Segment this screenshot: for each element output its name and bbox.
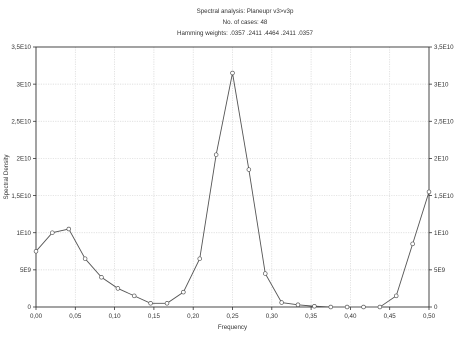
data-point (148, 301, 153, 306)
y-tick-label-right: 5E9 (434, 267, 446, 274)
y-tick-label-right: 1E10 (434, 230, 449, 237)
data-point (99, 275, 104, 280)
y-tick-label-left: 1,5E10 (11, 193, 31, 200)
x-tick-label: 0,05 (69, 313, 82, 320)
ticks (33, 46, 432, 310)
x-axis-label: Frequency (218, 324, 248, 331)
x-tick-label: 0,10 (109, 313, 122, 320)
data-point (279, 300, 284, 305)
data-point (50, 230, 55, 235)
y-tick-label-right: 0 (434, 304, 438, 311)
y-axis-label: Spectral Density (3, 154, 10, 200)
y-tick-label-right: 2,5E10 (434, 118, 454, 125)
y-tick-label-left: 0 (28, 304, 32, 311)
data-point (328, 304, 334, 310)
x-tick-label: 0,40 (344, 313, 357, 320)
data-point (410, 241, 415, 247)
chart-title-line-3: Hamming weights: .0357 .2411 .4464 .2411… (177, 30, 314, 37)
y-tick-label-left: 3,5E10 (11, 44, 31, 51)
x-tick-label: 0,15 (148, 313, 161, 320)
x-tick-label: 0,25 (226, 313, 239, 320)
x-tick-label: 0,00 (30, 313, 43, 320)
grid (36, 47, 429, 307)
data-point (393, 293, 399, 299)
data-point (361, 304, 366, 310)
data-point (66, 226, 72, 232)
y-tick-label-left: 5E9 (20, 267, 32, 274)
data-point (197, 256, 202, 261)
data-point (312, 304, 317, 309)
data-point (82, 256, 88, 261)
y-tick-label-right: 1,5E10 (434, 193, 454, 200)
x-tick-label: 0,20 (187, 313, 200, 320)
data-point (246, 167, 252, 172)
chart-title-line-2: No. of cases: 48 (223, 19, 268, 26)
y-tick-label-left: 2,5E10 (11, 118, 31, 125)
series (33, 70, 432, 310)
chart-title-line-1: Spectral analysis: Planeupr v3>v3p (197, 8, 294, 15)
x-tick-label: 0,35 (305, 313, 318, 320)
data-point (426, 189, 432, 195)
y-tick-label-left: 3E10 (17, 81, 32, 88)
data-point (115, 286, 121, 291)
x-tick-label: 0,30 (266, 313, 279, 320)
data-point (181, 289, 186, 295)
data-point (295, 302, 301, 308)
data-point (230, 70, 235, 76)
data-point (213, 152, 219, 157)
tick-labels: 0,00 0,05 0,10 0,15 0,20 0,25 0,30 0,35 0,40 0,45… (11, 44, 454, 320)
y-tick-label-right: 2E10 (434, 156, 449, 163)
data-point (132, 293, 137, 299)
data-point (263, 271, 268, 276)
x-tick-label: 0,45 (384, 313, 397, 320)
x-tick-label: 0,50 (423, 313, 436, 320)
data-point (33, 249, 39, 254)
y-tick-label-left: 2E10 (17, 156, 32, 163)
y-tick-label-right: 3E10 (434, 81, 449, 88)
y-tick-label-left: 1E10 (17, 230, 32, 237)
y-tick-label-right: 3,5E10 (434, 44, 454, 51)
data-point (377, 304, 383, 310)
data-point (344, 304, 350, 310)
data-point (164, 301, 170, 306)
